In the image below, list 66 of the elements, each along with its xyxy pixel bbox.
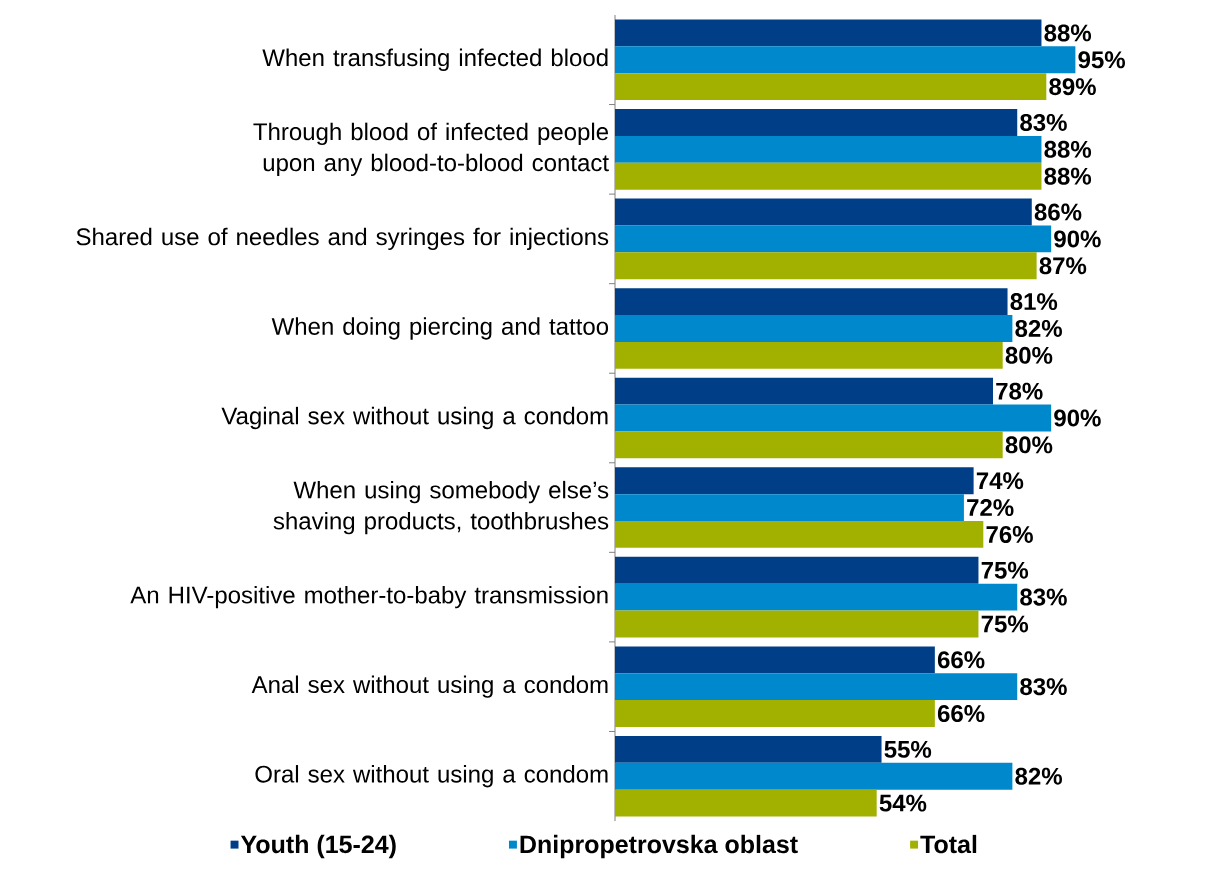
bar: [615, 377, 993, 405]
bar: [615, 73, 1047, 101]
bar: [615, 673, 1018, 701]
data-label: 80%: [1005, 436, 1053, 454]
data-label: 54%: [879, 794, 927, 812]
bar: [615, 19, 1042, 47]
y-tick-label: Anal sex without using a condom: [251, 675, 608, 698]
y-tick-label: Oral sex without using a condom: [255, 765, 608, 788]
bar: [615, 556, 979, 584]
data-label: 75%: [981, 561, 1029, 579]
data-label: 86%: [1034, 203, 1082, 221]
legend-label: Total: [920, 834, 977, 854]
data-label: 83%: [1020, 113, 1067, 131]
data-label: 81%: [1010, 293, 1058, 311]
data-label: 95%: [1078, 51, 1125, 69]
y-tick-label: When doing piercing and tattoo: [271, 317, 609, 340]
data-label: 89%: [1049, 78, 1096, 96]
data-label: 88%: [1044, 140, 1092, 158]
data-label: 66%: [937, 705, 985, 723]
data-label: 83%: [1020, 678, 1067, 696]
bar: [615, 646, 935, 674]
y-tick-label: When transfusing infected blood: [262, 48, 608, 71]
bar: [615, 109, 1018, 136]
bar: [615, 789, 877, 817]
data-label: 74%: [976, 472, 1024, 490]
bar: [615, 288, 1008, 316]
data-label: 90%: [1054, 230, 1101, 248]
data-label: 76%: [986, 525, 1033, 543]
bar: [615, 494, 964, 521]
data-label: 90%: [1054, 409, 1101, 427]
bar: [615, 252, 1037, 280]
data-label: 82%: [1015, 767, 1062, 785]
data-label: 88%: [1044, 167, 1092, 185]
data-label: 80%: [1005, 346, 1053, 364]
data-label: 72%: [967, 499, 1014, 517]
y-tick-label: Through blood of infected people upon any blood-to-blood contact: [253, 122, 609, 177]
data-label: 66%: [937, 651, 985, 669]
legend-label: Dnipropetrovska oblast: [520, 834, 798, 859]
data-label: 82%: [1015, 319, 1062, 337]
y-tick-label: Shared use of needles and syringes for injections: [76, 227, 609, 251]
bar: [615, 610, 979, 638]
bar: [615, 198, 1032, 226]
data-label: 55%: [884, 740, 932, 758]
bar: [615, 467, 974, 495]
y-tick-label: Vaginal sex without using a condom: [221, 406, 608, 430]
data-label: 78%: [996, 382, 1043, 400]
data-label: 87%: [1039, 257, 1087, 275]
data-label: 75%: [981, 615, 1029, 633]
bar: [615, 46, 1076, 74]
bar: [615, 431, 1003, 459]
y-tick-label: When using somebody else’s shaving products, toothbrushes: [273, 480, 609, 535]
y-tick-label: An HIV-positive mother-to-baby transmission: [130, 585, 608, 609]
bar: [615, 135, 1042, 163]
bar: [615, 583, 1018, 611]
data-label: 83%: [1020, 588, 1067, 606]
bar: [615, 315, 1013, 342]
bar: [615, 162, 1042, 190]
data-label: 88%: [1044, 24, 1092, 42]
bar: [615, 521, 984, 548]
bar: [615, 404, 1052, 432]
legend-label: Youth (15-24): [240, 834, 396, 859]
bar: [615, 762, 1013, 790]
bar: [615, 700, 935, 727]
bar: [615, 225, 1052, 253]
bar: [615, 735, 882, 763]
bar: [615, 341, 1003, 369]
